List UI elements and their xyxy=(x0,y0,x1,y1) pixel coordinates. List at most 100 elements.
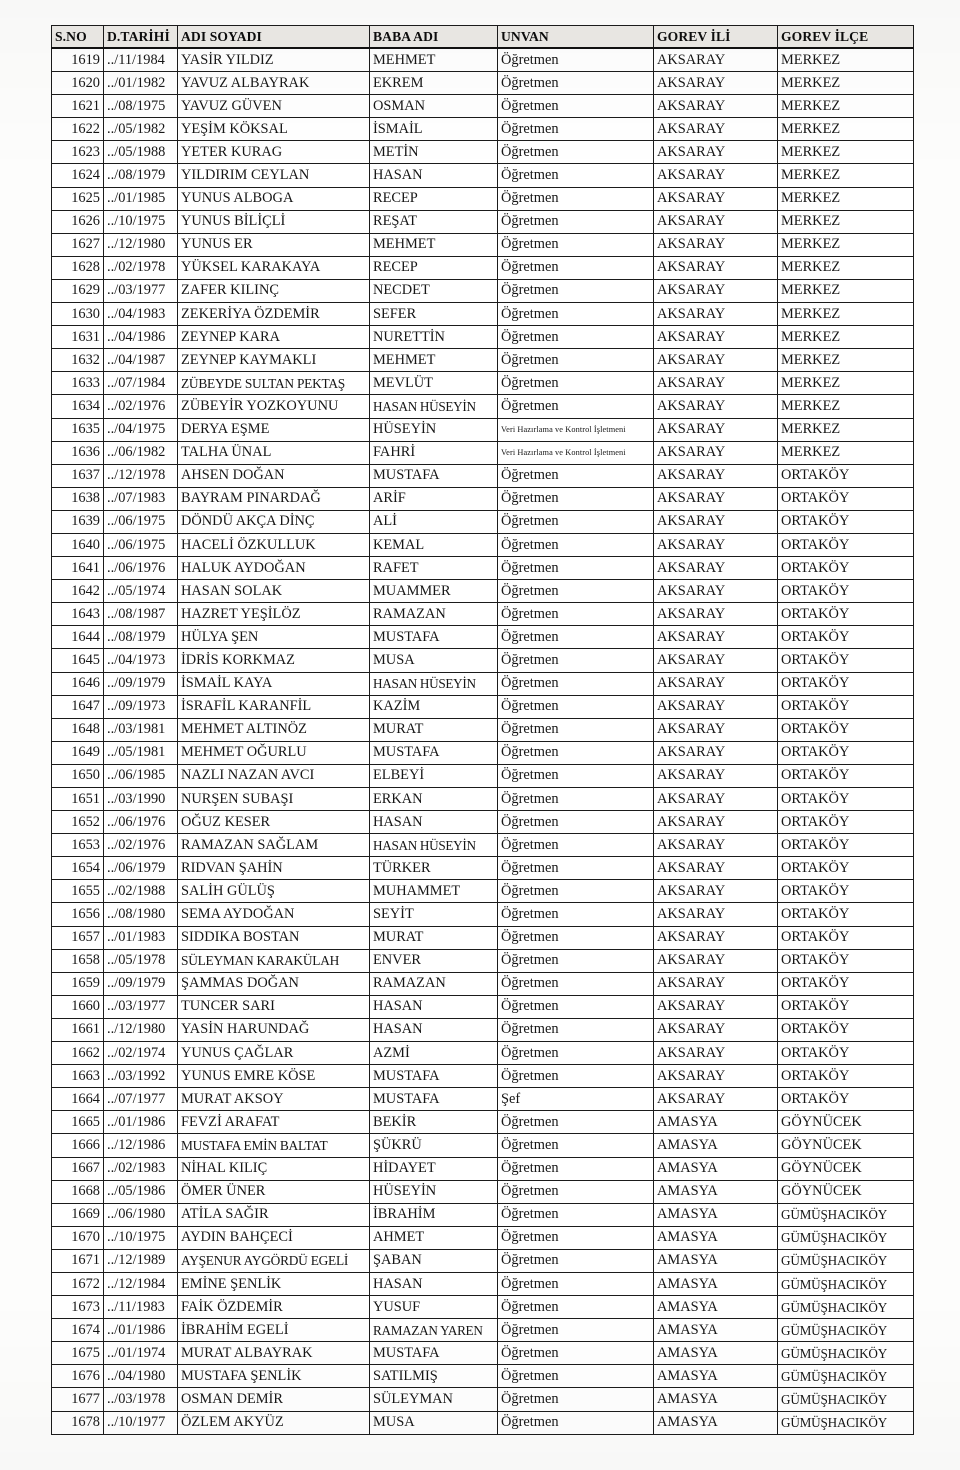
cell-province: AKSARAY xyxy=(653,879,778,904)
cell-fathername: YUSUF xyxy=(369,1295,498,1320)
cell-fullname: YUNUS BİLİÇLİ xyxy=(177,209,370,234)
cell-district: GÜMÜŞHACIKÖY xyxy=(777,1341,914,1366)
table-row: 1656 ../08/1980 SEMA AYDOĞAN SEYİT Öğretmen A… xyxy=(51,902,914,927)
cell-sno: 1652 xyxy=(51,810,104,835)
cell-fullname: ATİLA SAĞIR xyxy=(177,1202,370,1227)
cell-birthdate: ../01/1985 xyxy=(103,186,178,211)
cell-fullname: ZEYNEP KAYMAKLI xyxy=(177,348,370,373)
table-row: 1644 ../08/1979 HÜLYA ŞEN MUSTAFA Öğretmen AK… xyxy=(51,625,914,650)
cell-province: AKSARAY xyxy=(653,1064,778,1089)
cell-title: Öğretmen xyxy=(497,1295,654,1320)
cell-title: Öğretmen xyxy=(497,1202,654,1227)
cell-district: GÖYNÜCEK xyxy=(777,1156,914,1181)
cell-title: Öğretmen xyxy=(497,371,654,396)
cell-fathername: RAMAZAN xyxy=(369,971,498,996)
cell-fathername: TÜRKER xyxy=(369,856,498,881)
cell-birthdate: ../04/1983 xyxy=(103,302,178,327)
table-row: 1651 ../03/1990 NURŞEN SUBAŞI ERKAN Öğretmen… xyxy=(51,786,914,812)
cell-district: MERKEZ xyxy=(777,394,914,419)
table-row: 1622 ../05/1982 YEŞİM KÖKSAL İSMAİL Öğretmen… xyxy=(51,117,914,142)
cell-province: AMASYA xyxy=(653,1364,778,1389)
cell-fullname: YUNUS ALBOGA xyxy=(177,186,370,211)
table-row: 1645 ../04/1973 İDRİS KORKMAZ MUSA Öğretmen A… xyxy=(51,648,914,673)
cell-title: Öğretmen xyxy=(497,255,654,280)
roster-table-container: S.NO D.TARİHİ ADI SOYADI BABA ADI UNVAN … xyxy=(51,25,914,1435)
cell-fullname: HALUK AYDOĞAN xyxy=(177,556,370,581)
cell-province: AMASYA xyxy=(653,1318,778,1343)
cell-fullname: ZÜBEYDE SULTAN PEKTAŞ xyxy=(177,371,370,396)
cell-fullname: RIDVAN ŞAHİN xyxy=(177,856,370,881)
table-row: 1663 ../03/1992 YUNUS EMRE KÖSE MUSTAFA Öğre… xyxy=(51,1064,914,1089)
cell-title: Öğretmen xyxy=(497,1133,654,1158)
cell-fathername: MUSTAFA xyxy=(369,1064,498,1089)
cell-sno: 1631 xyxy=(51,325,104,350)
cell-title: Öğretmen xyxy=(497,602,654,627)
cell-fathername: MUSTAFA xyxy=(369,625,498,650)
cell-birthdate: ../06/1979 xyxy=(103,856,178,881)
roster-table: S.NO D.TARİHİ ADI SOYADI BABA ADI UNVAN … xyxy=(51,25,914,1435)
cell-fathername: NECDET xyxy=(369,278,498,304)
table-row: 1672 ../12/1984 EMİNE ŞENLİK HASAN Öğretmen A… xyxy=(51,1271,914,1297)
cell-birthdate: ../04/1987 xyxy=(103,348,178,373)
cell-sno: 1647 xyxy=(51,694,104,719)
cell-birthdate: ../12/1980 xyxy=(103,232,178,257)
cell-sno: 1639 xyxy=(51,509,104,534)
cell-district: GÜMÜŞHACIKÖY xyxy=(777,1202,914,1227)
cell-title: Öğretmen xyxy=(497,348,654,373)
cell-birthdate: ../05/1988 xyxy=(103,140,178,165)
cell-birthdate: ../05/1986 xyxy=(103,1179,178,1204)
cell-birthdate: ../08/1975 xyxy=(103,94,178,119)
cell-fullname: YETER KURAG xyxy=(177,140,370,165)
table-row: 1675 ../01/1974 MURAT ALBAYRAK MUSTAFA Öğret… xyxy=(51,1341,914,1366)
cell-district: ORTAKÖY xyxy=(777,556,914,581)
cell-sno: 1659 xyxy=(51,971,104,996)
table-row: 1637 ../12/1978 AHSEN DOĞAN MUSTAFA Öğretmen… xyxy=(51,463,914,488)
table-row: 1653 ../02/1976 RAMAZAN SAĞLAM HASAN HÜSEYİ… xyxy=(51,833,914,858)
cell-fathername: HASAN xyxy=(369,810,498,835)
cell-fullname: ZÜBEYİR YOZKOYUNU xyxy=(177,394,370,419)
cell-fullname: AYŞENUR AYGÖRDÜ EGELİ xyxy=(177,1248,370,1273)
cell-fathername: MEHMET xyxy=(369,348,498,373)
cell-district: GÜMÜŞHACIKÖY xyxy=(777,1295,914,1320)
cell-title: Öğretmen xyxy=(497,1064,654,1089)
cell-fullname: YAVUZ ALBAYRAK xyxy=(177,71,370,96)
cell-fullname: FAİK ÖZDEMİR xyxy=(177,1295,370,1320)
cell-district: GÖYNÜCEK xyxy=(777,1110,914,1135)
cell-birthdate: ../01/1983 xyxy=(103,925,178,950)
cell-sno: 1626 xyxy=(51,209,104,234)
cell-district: ORTAKÖY xyxy=(777,925,914,950)
table-row: 1650 ../06/1985 NAZLI NAZAN AVCI ELBEYİ Öğre… xyxy=(51,763,914,789)
cell-sno: 1668 xyxy=(51,1179,104,1204)
cell-district: ORTAKÖY xyxy=(777,1041,914,1066)
cell-district: ORTAKÖY xyxy=(777,763,914,789)
cell-fathername: RAMAZAN YAREN xyxy=(369,1318,498,1343)
cell-fullname: DÖNDÜ AKÇA DİNÇ xyxy=(177,509,370,534)
column-header-province: GOREV İLİ xyxy=(653,25,778,49)
cell-district: GÜMÜŞHACIKÖY xyxy=(777,1248,914,1273)
cell-fathername: RECEP xyxy=(369,255,498,280)
table-row: 1634 ../02/1976 ZÜBEYİR YOZKOYUNU HASAN HÜS… xyxy=(51,394,914,419)
cell-title: Öğretmen xyxy=(497,671,654,696)
cell-fullname: SÜLEYMAN KARAKÜLAH xyxy=(177,948,370,973)
cell-sno: 1624 xyxy=(51,163,104,188)
cell-fathername: KEMAL xyxy=(369,532,498,558)
cell-birthdate: ../08/1987 xyxy=(103,602,178,627)
cell-fathername: AZMİ xyxy=(369,1041,498,1066)
cell-district: ORTAKÖY xyxy=(777,1017,914,1043)
cell-province: AKSARAY xyxy=(653,1087,778,1112)
cell-fathername: MUSTAFA xyxy=(369,1087,498,1112)
cell-sno: 1670 xyxy=(51,1225,104,1250)
cell-title: Öğretmen xyxy=(497,625,654,650)
cell-title: Öğretmen xyxy=(497,856,654,881)
cell-district: ORTAKÖY xyxy=(777,879,914,904)
table-row: 1636 ../06/1982 TALHA ÜNAL FAHRİ Veri Hazırl… xyxy=(51,440,914,465)
cell-district: ORTAKÖY xyxy=(777,856,914,881)
cell-birthdate: ../11/1983 xyxy=(103,1295,178,1320)
table-row: 1659 ../09/1979 ŞAMMAS DOĞAN RAMAZAN Öğretme… xyxy=(51,971,914,996)
cell-district: MERKEZ xyxy=(777,47,914,73)
cell-fathername: EKREM xyxy=(369,71,498,96)
cell-birthdate: ../12/1978 xyxy=(103,463,178,488)
cell-province: AKSARAY xyxy=(653,625,778,650)
cell-fathername: MUSA xyxy=(369,648,498,673)
cell-district: GÜMÜŞHACIKÖY xyxy=(777,1364,914,1389)
